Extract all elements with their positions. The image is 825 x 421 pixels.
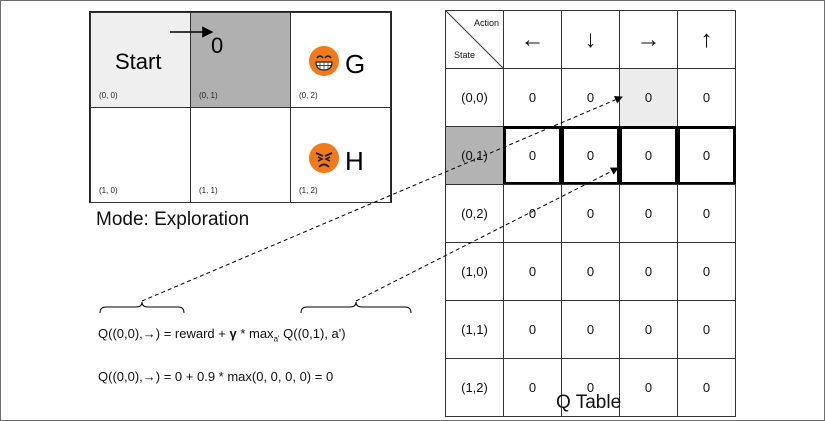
q-table-row: (1,0) 0 0 0 0 [445,242,736,301]
q-table-row-selected: (0,1) 0 0 0 0 [445,126,736,185]
start-label: Start [115,49,162,74]
q-value-cell: 0 [561,242,620,301]
q-value-cell: 0 [619,300,678,359]
state-header-label: State [454,50,476,60]
q-table-title: Q Table [556,392,622,413]
equation-max: * max [236,326,274,341]
q-value-cell: 0 [561,126,620,185]
state-label: (0,2) [445,184,504,243]
q-table-corner-cell: Action State [445,10,504,69]
dashed-pointer-to-next-state-row [355,167,619,302]
q-table-header-row: Action State ← ↓ → ↑ [445,10,736,69]
q-value-cell: 0 [619,126,678,185]
q-value-cell: 0 [503,126,562,185]
coord-label: (1, 0) [99,186,118,195]
q-value-cell: 0 [503,242,562,301]
dashed-pointer-to-updated-cell [141,96,623,302]
action-header-label: Action [473,18,499,28]
angry-face-icon [309,143,339,173]
goal-label: G [345,49,366,79]
grinning-face-icon [309,46,339,76]
q-value-cell: 0 [677,68,736,127]
state-label: (0,1) [445,126,504,185]
agent-value-label: 0 [211,33,224,58]
coord-label: (0, 0) [99,91,118,100]
q-value-cell: 0 [561,358,620,417]
equation-lhs: Q((0,0),→) = reward + [98,326,230,341]
equation-rhs: Q((0,1), a') [279,326,346,341]
coord-label: (0, 2) [299,91,318,100]
q-value-cell: 0 [677,242,736,301]
gamma-symbol: γ [229,326,237,341]
bellman-equation: Q((0,0),→) = reward + γ * maxa' Q((0,1),… [98,326,346,344]
q-value-cell: 0 [677,126,736,185]
q-value-cell: 0 [677,300,736,359]
computed-equation: Q((0,0),→) = 0 + 0.9 * max(0, 0, 0, 0) =… [98,369,334,384]
q-value-cell: 0 [677,358,736,417]
q-value-cell: 0 [503,300,562,359]
q-table-row: (1,1) 0 0 0 0 [445,300,736,359]
equation-subscript: a' [273,334,280,344]
up-arrow-icon: ↑ [677,10,736,69]
brace-left-icon [99,301,185,314]
coord-label: (0, 1) [199,91,218,100]
q-table-row: (0,2) 0 0 0 0 [445,184,736,243]
q-table-row: (1,2) 0 0 0 0 [445,358,736,417]
grid-cell-1-1: (1, 1) [190,107,291,203]
q-value-cell: 0 [677,184,736,243]
grid-world: Start (0, 0) 0 (0, 1) G (0, 2) (1, 0) (1… [89,11,392,203]
coord-label: (1, 2) [299,186,318,195]
q-value-cell: 0 [503,358,562,417]
grid-cell-0-0: Start (0, 0) [90,12,191,108]
mode-label: Mode: Exploration [96,209,250,230]
hole-label: H [345,146,364,176]
q-value-cell: 0 [561,184,620,243]
q-value-cell: 0 [561,68,620,127]
q-value-cell: 0 [619,358,678,417]
brace-right-icon [300,301,412,314]
down-arrow-icon: ↓ [561,10,620,69]
grid-cell-1-2: H (1, 2) [290,107,391,203]
grid-cell-1-0: (1, 0) [90,107,191,203]
coord-label: (1, 1) [199,186,218,195]
grid-cell-0-2: G (0, 2) [290,12,391,108]
state-label: (1,2) [445,358,504,417]
state-label: (0,0) [445,68,504,127]
